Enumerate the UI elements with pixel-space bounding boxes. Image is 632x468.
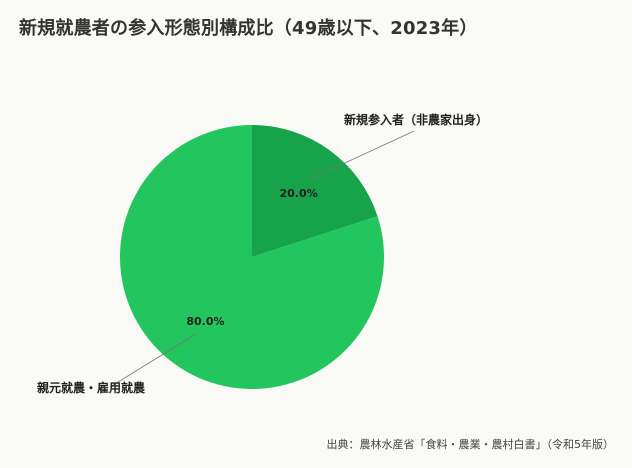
slice-value-label: 80.0% — [186, 315, 224, 328]
pie-slice — [119, 125, 384, 390]
source-note: 出典：農林水産省「食料・農業・農村白書」（令和5年版） — [326, 438, 615, 451]
slice-category-label: 親元就農・雇用就農 — [37, 380, 146, 395]
slice-category-label: 新規参入者（非農家出身） — [344, 112, 488, 127]
leader-line — [109, 333, 197, 388]
slice-value-label: 20.0% — [279, 187, 317, 200]
pie-slice — [252, 125, 378, 257]
leader-line — [307, 130, 415, 181]
pie-labels: 20.0% 新規参入者（非農家出身） 80.0% 親元就農・雇用就農 — [37, 112, 488, 395]
leader-lines — [109, 130, 415, 388]
chart-title: 新規就農者の参入形態別構成比（49歳以下、2023年） — [19, 18, 478, 39]
pie-slices — [119, 125, 384, 390]
